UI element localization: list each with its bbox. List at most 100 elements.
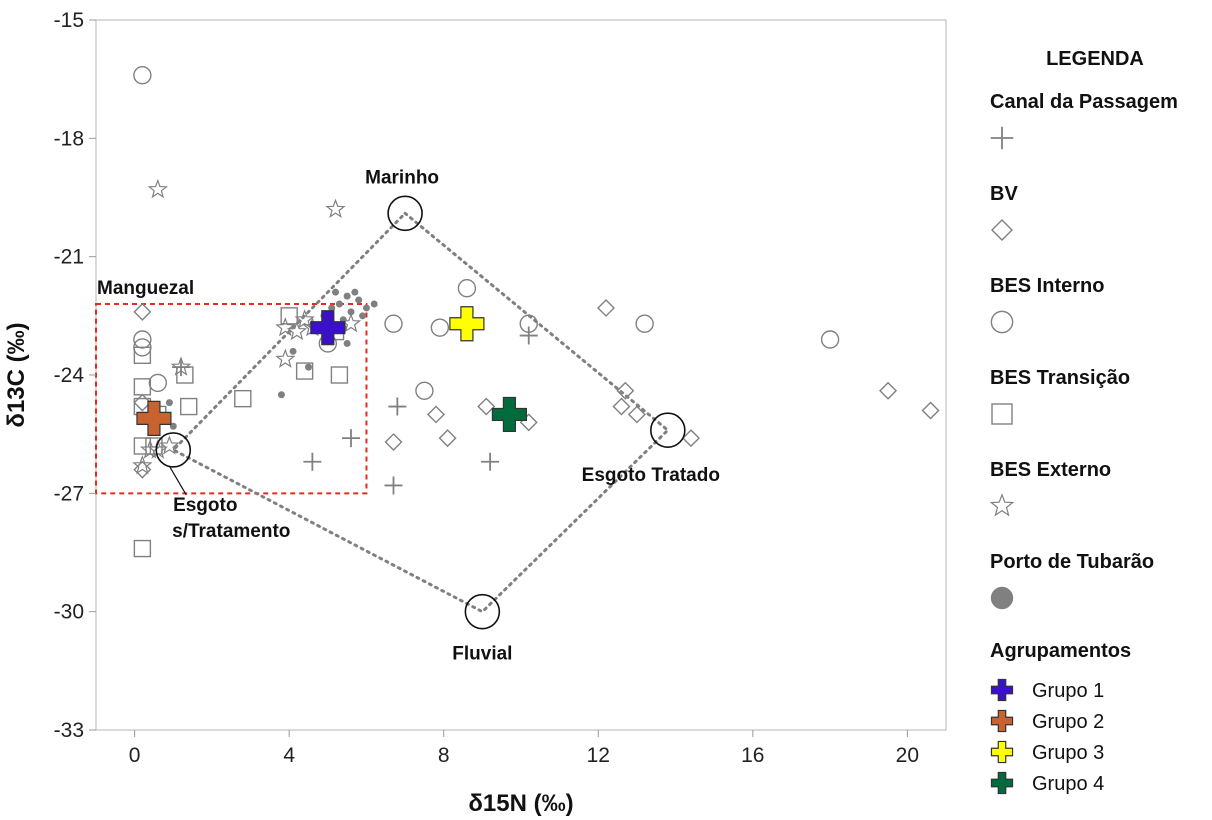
- porto-de-tubarao-point: [362, 304, 370, 312]
- legend-marker-bes-transicao: [991, 403, 1013, 425]
- bv-point: [597, 298, 615, 317]
- legend-label-grupo-4: Grupo 4: [1032, 773, 1104, 795]
- bes-externo-point: [275, 348, 296, 368]
- legend-marker-bv: [991, 219, 1013, 241]
- plot-area: [95, 19, 947, 731]
- bv-point: [477, 397, 496, 416]
- y-tick-label: -15: [54, 9, 84, 32]
- bes-transicao-point: [133, 437, 152, 455]
- bes-transicao-point: [180, 397, 198, 416]
- legend-label-grupo-1: Grupo 1: [1032, 680, 1104, 702]
- porto-de-tubarao-point: [359, 312, 367, 320]
- source-circle-fluvial: [464, 593, 501, 630]
- legend-group-bv: BV: [990, 183, 1018, 205]
- y-tick-label: -30: [54, 601, 84, 624]
- bv-point: [133, 393, 152, 412]
- canal-da-passagem-point: [303, 452, 322, 471]
- source-circle-marinho: [387, 195, 423, 232]
- bes-transicao-point: [133, 378, 152, 396]
- source-label-esgoto-tratado: Esgoto Tratado: [582, 465, 720, 486]
- bes-externo-point: [159, 435, 180, 455]
- legend: LEGENDA Canal da Passagem BV BES Interno BES…: [989, 48, 1178, 795]
- legend-group-bes-interno: BES Interno: [990, 275, 1104, 297]
- points-layer: [132, 66, 940, 558]
- x-tick-label: 16: [741, 744, 764, 767]
- bv-point: [627, 405, 646, 424]
- legend-marker-canal-da-passagem: [990, 126, 1014, 150]
- x-tick-label: 8: [438, 744, 450, 767]
- x-tick-label: 0: [129, 744, 141, 767]
- porto-de-tubarao-point: [355, 296, 363, 304]
- legend-marker-porto-de-tubarao: [990, 586, 1014, 610]
- bes-externo-point: [294, 309, 315, 329]
- bv-point: [921, 401, 940, 420]
- bv-point: [879, 381, 898, 400]
- manguezal-label: Manguezal: [97, 278, 194, 299]
- y-tick-label: -27: [54, 482, 84, 505]
- legend-group-canal-da-passagem: Canal da Passagem: [990, 91, 1178, 113]
- source-label-esgoto-s-tratamento: Esgoto s/Tratamento: [172, 495, 290, 542]
- y-tick-label: -33: [54, 719, 84, 742]
- y-tick-label: -24: [54, 364, 85, 387]
- legend-marker-grupo-3: [990, 740, 1014, 764]
- bes-interno-point: [133, 330, 152, 349]
- porto-de-tubarao-point: [305, 363, 312, 371]
- bes-interno-point: [635, 314, 654, 333]
- porto-de-tubarao-point: [289, 347, 297, 355]
- grupo-1-point: [310, 310, 346, 346]
- manguezal-box: [95, 303, 368, 495]
- bes-externo-point: [325, 198, 346, 219]
- source-circle-esgoto-tratado: [650, 412, 686, 449]
- bv-point: [133, 302, 152, 321]
- grupo-4-point: [491, 396, 528, 433]
- legend-agrupamentos-title: Agrupamentos: [990, 640, 1131, 662]
- groups-layer: [136, 306, 528, 436]
- canal-da-passagem-point: [388, 397, 407, 416]
- x-tick-label: 12: [587, 744, 610, 767]
- canal-da-passagem-point: [342, 429, 360, 448]
- porto-de-tubarao-point: [277, 391, 285, 399]
- bes-interno-point: [384, 314, 403, 333]
- porto-de-tubarao-point: [332, 288, 340, 296]
- bes-transicao-point: [176, 366, 194, 384]
- legend-marker-grupo-2: [990, 709, 1014, 733]
- bes-externo-point: [147, 178, 169, 199]
- bes-interno-point: [415, 381, 434, 400]
- x-tick-label: 20: [896, 744, 919, 767]
- porto-de-tubarao-point: [351, 288, 359, 296]
- bes-transicao-point: [280, 307, 298, 325]
- bes-externo-point: [275, 316, 296, 337]
- source-label-line: Esgoto: [173, 495, 237, 516]
- x-axis-title: δ15N (‰): [468, 790, 573, 817]
- porto-de-tubarao-point: [335, 300, 343, 308]
- canal-da-passagem-point: [384, 476, 403, 495]
- legend-group-bes-externo: BES Externo: [990, 459, 1111, 481]
- bv-point: [133, 460, 152, 479]
- legend-marker-grupo-4: [990, 771, 1014, 795]
- y-tick-label: -18: [54, 127, 84, 150]
- porto-de-tubarao-point: [165, 399, 173, 407]
- legend-label-grupo-2: Grupo 2: [1032, 711, 1104, 733]
- bv-point: [682, 429, 700, 448]
- legend-group-bes-transicao: BES Transição: [990, 367, 1130, 389]
- bes-externo-point: [132, 454, 153, 475]
- bes-transicao-point: [133, 346, 152, 364]
- y-axis-title: δ13C (‰): [3, 322, 30, 427]
- bes-interno-point: [430, 318, 450, 337]
- source-label-fluvial: Fluvial: [452, 644, 512, 665]
- porto-de-tubarao-point: [328, 304, 336, 312]
- legend-group-porto-de-tubarao: Porto de Tubarão: [990, 551, 1154, 573]
- bes-interno-point: [148, 373, 168, 393]
- bes-transicao-point: [295, 362, 314, 380]
- bv-point: [427, 405, 445, 424]
- porto-de-tubarao-point: [343, 292, 351, 300]
- legend-marker-grupo-1: [990, 678, 1014, 702]
- bv-point: [438, 429, 457, 448]
- canal-da-passagem-point: [481, 452, 500, 471]
- porto-de-tubarao-point: [370, 300, 378, 308]
- x-tick-label: 4: [283, 744, 295, 767]
- bes-interno-point: [457, 279, 477, 298]
- bv-point: [612, 397, 631, 416]
- y-tick-label: -21: [54, 246, 84, 269]
- grupo-3-point: [449, 306, 485, 342]
